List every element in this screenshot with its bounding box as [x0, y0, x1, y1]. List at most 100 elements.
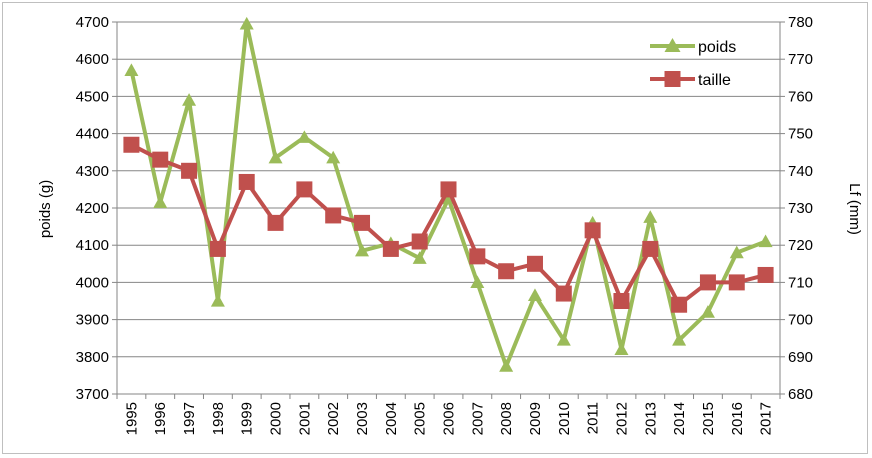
y-right-tick-label: 730 — [788, 200, 813, 217]
x-tick-label: 2002 — [325, 402, 342, 435]
data-point-poids — [527, 288, 542, 302]
data-point-taille — [296, 181, 313, 198]
data-point-taille — [382, 240, 399, 257]
x-tick-label: 2011 — [585, 402, 602, 434]
data-point-poids — [412, 251, 427, 264]
x-tick-label: 2008 — [498, 402, 515, 435]
x-tick-label: 1997 — [181, 402, 198, 435]
x-tick-label: 1999 — [239, 402, 256, 435]
gridlines — [117, 21, 780, 358]
y-right-tick-label: 700 — [788, 312, 813, 329]
data-point-taille — [613, 293, 630, 309]
data-point-poids — [268, 150, 283, 164]
x-tick-label: 2017 — [758, 402, 775, 435]
x-tick-label: 2010 — [556, 402, 573, 435]
x-tick-label: 2006 — [441, 402, 458, 435]
data-point-taille — [642, 240, 659, 257]
data-point-taille — [498, 263, 515, 280]
data-point-taille — [354, 214, 371, 231]
data-point-poids — [556, 333, 571, 346]
y-right-tick-label: 760 — [788, 88, 813, 105]
data-point-poids — [124, 63, 139, 76]
data-point-taille — [238, 173, 255, 190]
x-tick-label: 2007 — [469, 402, 486, 435]
data-point-taille — [526, 255, 543, 272]
data-point-taille — [671, 296, 688, 313]
y-right-tick-label: 720 — [788, 237, 813, 254]
x-tick-label: 2014 — [671, 402, 688, 435]
y-left-tick-label: 4700 — [76, 14, 109, 31]
x-tick-label: 2013 — [642, 402, 659, 435]
x-tick-label: 2009 — [527, 402, 544, 435]
x-tick-label: 2000 — [268, 402, 285, 435]
y-right-tick-label: 780 — [788, 14, 813, 31]
x-tick-label: 2016 — [729, 402, 746, 435]
y-left-tick-label: 4600 — [76, 51, 109, 68]
tick-labels: 3700 3800 3900 4000 4100 4200 4300 4400 4500 4600… — [76, 14, 813, 435]
data-point-poids — [182, 93, 197, 106]
y-axis-right-title: Lf (mm) — [846, 183, 863, 235]
data-point-poids — [470, 275, 485, 288]
data-point-taille — [267, 214, 284, 231]
data-point-poids — [239, 16, 254, 30]
x-tick-label: 2005 — [412, 402, 429, 435]
x-tick-label: 1995 — [123, 402, 140, 435]
y-axis-left-title: poids (g) — [37, 180, 54, 238]
data-point-poids — [729, 245, 744, 259]
data-point-taille — [209, 240, 226, 257]
y-left-tick-label: 3900 — [76, 312, 109, 329]
data-point-taille — [411, 233, 428, 250]
data-point-taille — [123, 136, 140, 153]
y-left-tick-label: 3700 — [76, 386, 109, 403]
y-left-tick-label: 4200 — [76, 200, 109, 217]
y-left-tick-label: 4400 — [76, 126, 109, 143]
data-point-taille — [325, 207, 342, 224]
y-right-tick-label: 770 — [788, 51, 813, 68]
data-point-poids — [614, 342, 629, 355]
y-left-tick-label: 4100 — [76, 237, 109, 254]
data-point-taille — [728, 274, 745, 291]
data-point-poids — [672, 333, 687, 346]
y-right-tick-label: 680 — [788, 386, 813, 403]
data-point-taille — [469, 248, 486, 265]
data-point-poids — [499, 359, 514, 372]
data-point-poids — [153, 195, 168, 209]
data-point-poids — [297, 130, 312, 143]
y-left-tick-label: 4300 — [76, 163, 109, 180]
data-point-taille — [584, 222, 601, 239]
x-tick-label: 1996 — [152, 402, 169, 435]
y-left-tick-label: 3800 — [76, 349, 109, 366]
legend: poids taille — [650, 38, 736, 89]
x-tick-label: 2012 — [613, 402, 630, 435]
x-tick-label: 1998 — [210, 402, 227, 435]
data-point-poids — [758, 234, 773, 248]
data-point-taille — [152, 151, 169, 168]
y-right-tick-label: 740 — [788, 163, 813, 180]
x-tick-label: 2003 — [354, 402, 371, 435]
data-point-poids — [700, 305, 715, 318]
y-right-tick-label: 690 — [788, 349, 813, 366]
data-point-taille — [757, 266, 774, 283]
series-line-taille — [130, 143, 767, 307]
legend-label-poids: poids — [698, 39, 736, 56]
y-right-tick-label: 710 — [788, 274, 813, 291]
y-right-tick-label: 750 — [788, 126, 813, 143]
x-tick-label: 2001 — [296, 402, 313, 435]
x-tick-label: 2004 — [383, 402, 400, 435]
axes — [112, 21, 785, 399]
y-left-tick-label: 4500 — [76, 88, 109, 105]
data-point-taille — [555, 285, 572, 302]
legend-marker-taille — [664, 71, 681, 87]
data-point-poids — [643, 210, 658, 223]
series-lines — [123, 16, 774, 372]
data-point-taille — [699, 274, 716, 291]
data-point-taille — [181, 162, 198, 179]
data-point-poids — [355, 243, 370, 257]
legend-marker-poids — [664, 38, 681, 52]
data-point-poids — [326, 150, 341, 164]
data-point-taille — [440, 181, 457, 198]
x-tick-label: 2015 — [700, 402, 717, 435]
data-point-poids — [210, 294, 225, 307]
y-left-tick-label: 4000 — [76, 274, 109, 291]
